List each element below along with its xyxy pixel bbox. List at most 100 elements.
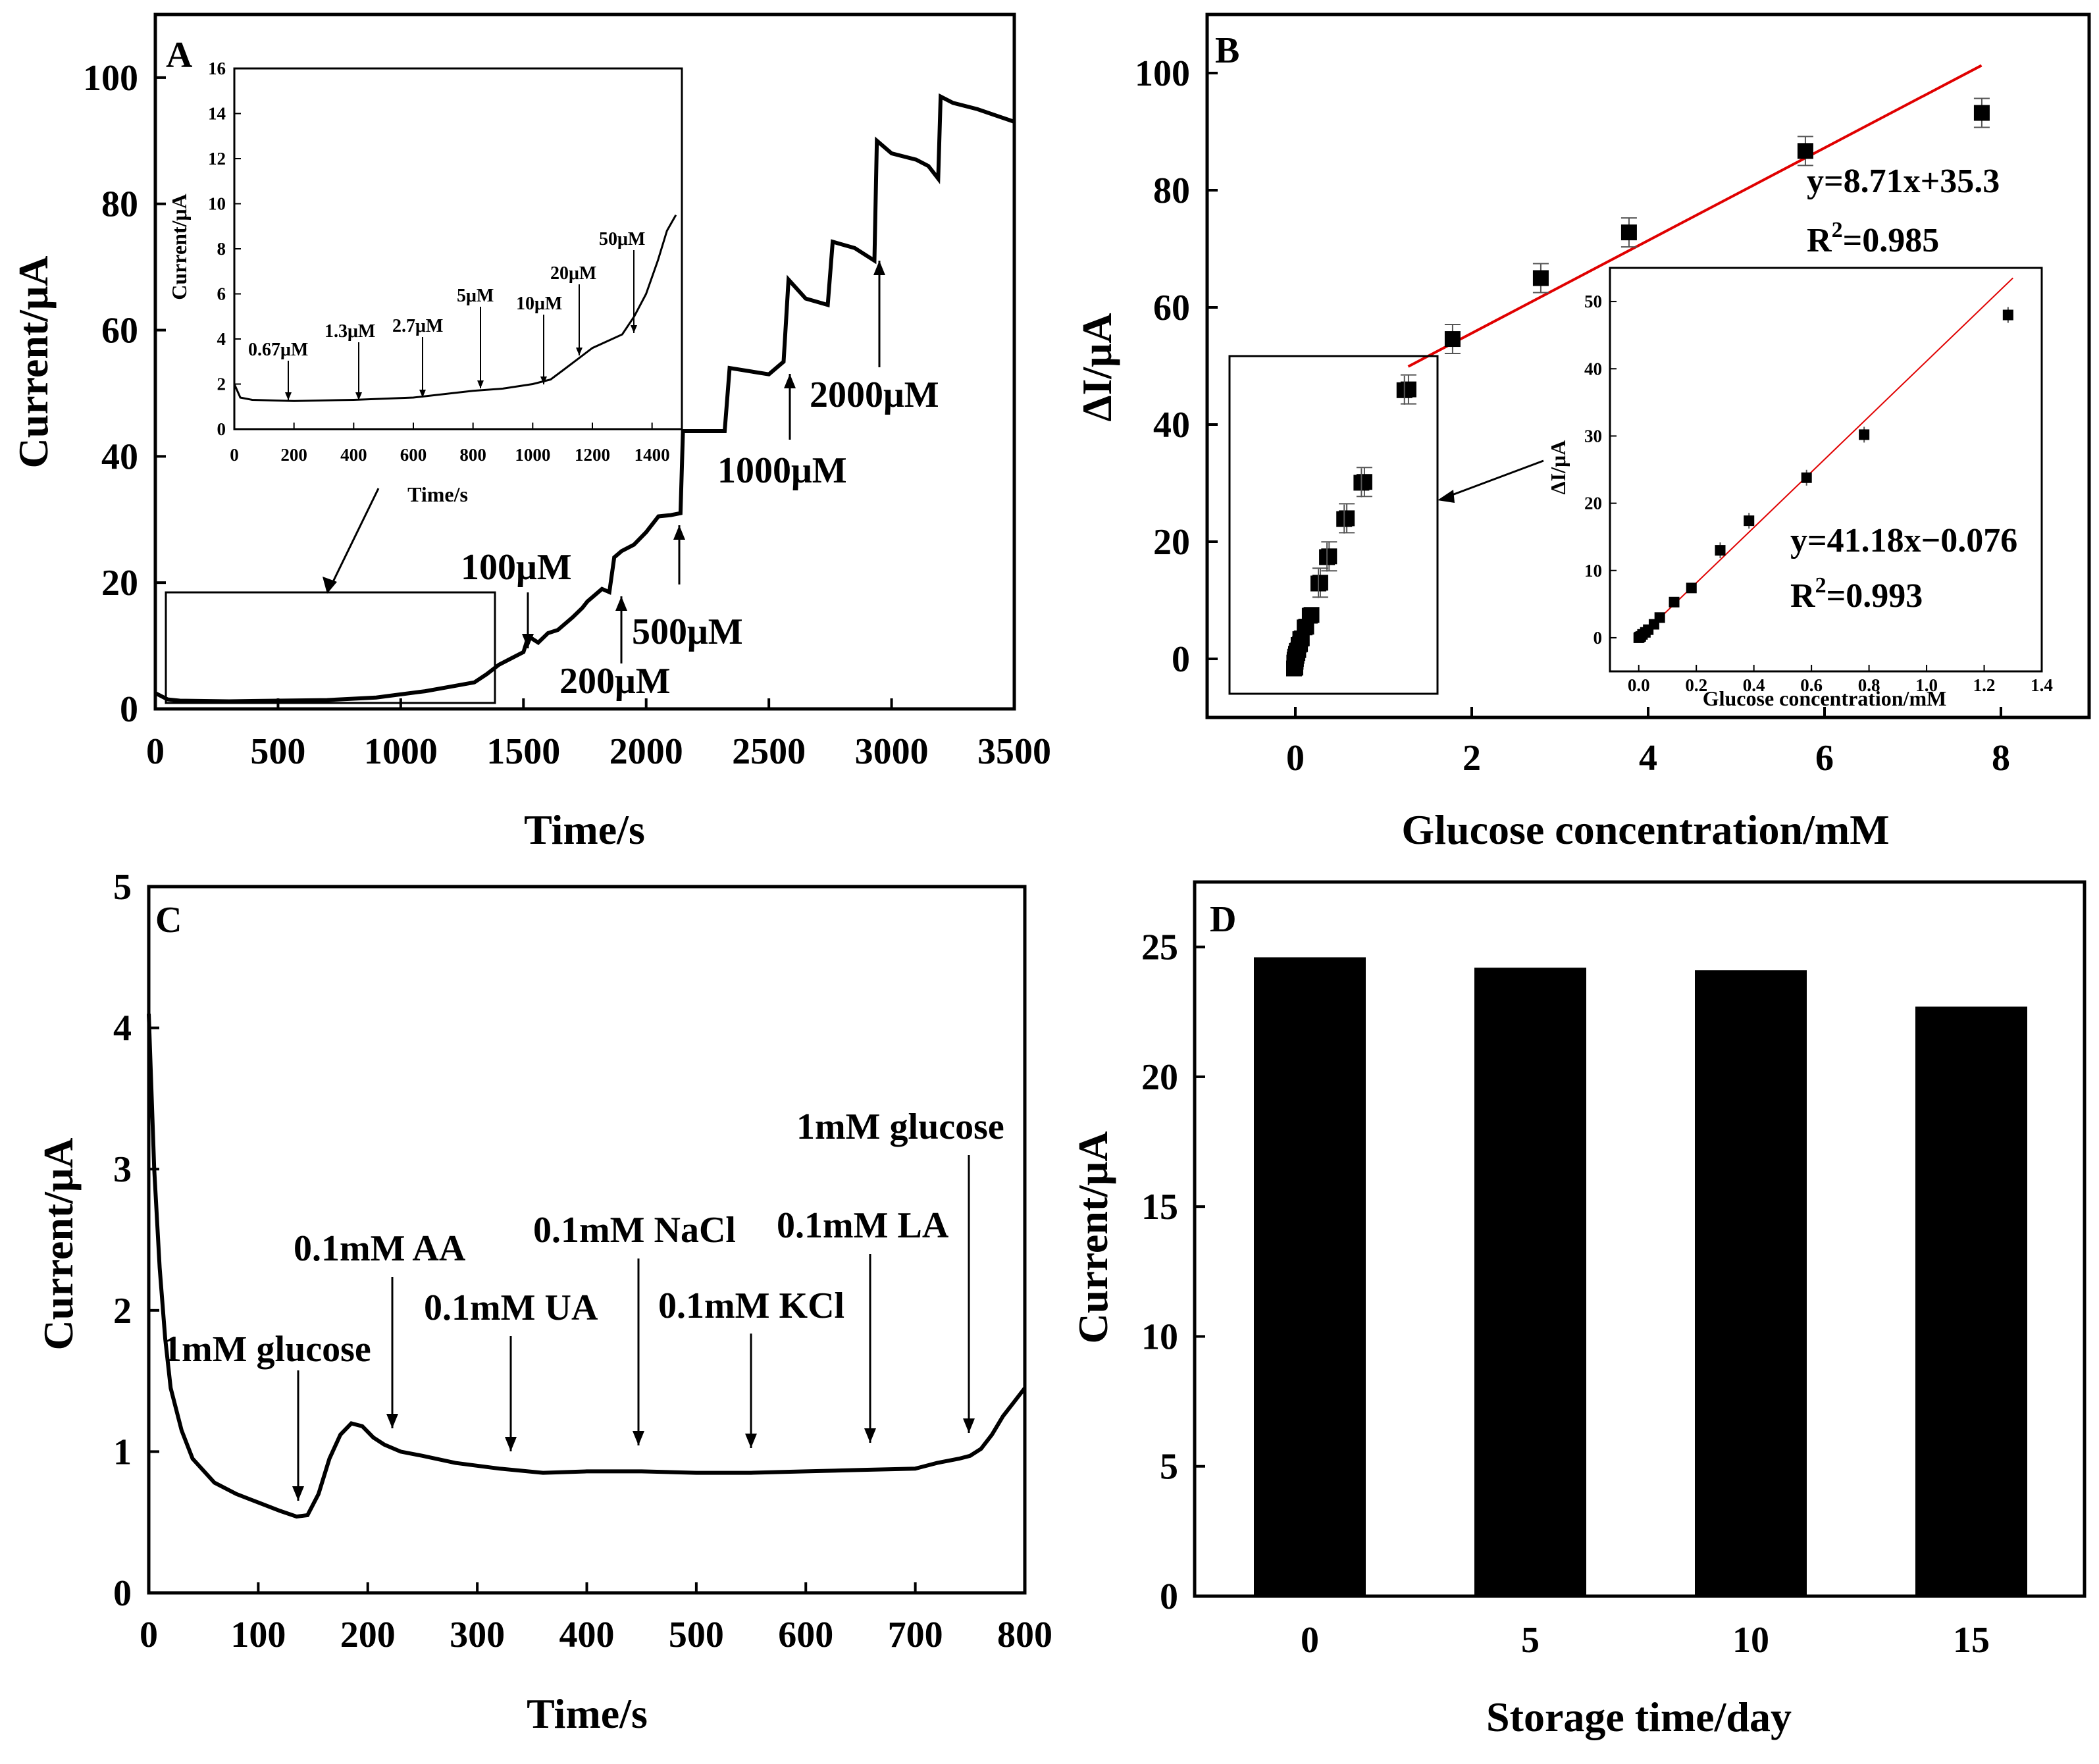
panel-c-y-tick-label: 0 xyxy=(113,1573,132,1614)
panel-b-label: B xyxy=(1215,30,1239,71)
panel-b-data-point xyxy=(1532,270,1549,286)
panel-a-zoom-box xyxy=(165,591,496,704)
panel-c-label: C xyxy=(155,900,182,941)
panel-b-inset-data-point xyxy=(1715,545,1726,556)
panel-b-y-tick-label: 0 xyxy=(1172,639,1190,680)
panel-c-y-tick-label: 4 xyxy=(113,1008,132,1049)
panel-c-annotation: 1mM glucose xyxy=(163,1329,371,1370)
panel-a-y-tick-label: 60 xyxy=(101,311,138,351)
panel-d: D 0 5 10 15 20 25 0 5 10 15 Current/μA Storage t… xyxy=(1070,880,2086,1740)
panel-b-zoom-box xyxy=(1228,355,1439,695)
panel-a-annotation-arrowhead xyxy=(873,261,885,275)
panel-a-x-tick-label: 3000 xyxy=(855,731,929,772)
panel-b-inset-x-tick-label: 0.0 xyxy=(1628,675,1650,695)
panel-b-r2: R2=0.985 xyxy=(1807,218,1939,259)
panel-c-x-tick-label: 600 xyxy=(778,1615,833,1655)
panel-c-annotation: 1mM glucose xyxy=(796,1106,1004,1147)
panel-c-annotation-arrowhead xyxy=(864,1428,876,1443)
panel-b-data-point xyxy=(1444,331,1461,348)
panel-a-inset-y-tick-label: 14 xyxy=(208,104,226,124)
panel-a-inset-x-tick-label: 400 xyxy=(340,445,367,465)
panel-b-data-point xyxy=(1973,105,1990,121)
panel-a-inset-y-tick-label: 8 xyxy=(217,239,226,259)
panel-a-inset-y-tick-label: 6 xyxy=(217,284,226,304)
panel-b-inset-y-tick-label: 30 xyxy=(1584,426,1602,446)
panel-b-r2-label: R xyxy=(1807,222,1832,259)
panel-a-series-line xyxy=(154,93,1015,704)
panel-a-inset-annotation-arrowhead xyxy=(285,392,292,400)
panel-b-inset-y-tick-label: 20 xyxy=(1584,494,1602,513)
panel-d-bar xyxy=(1254,957,1366,1596)
panel-a-inset-y-tick-label: 0 xyxy=(217,419,226,439)
panel-a-annotation-arrowhead xyxy=(673,525,685,540)
panel-a-inset-series-line xyxy=(233,214,677,402)
panel-b-inset-data-point xyxy=(1801,472,1812,483)
panel-d-frame xyxy=(1193,880,2086,1598)
panel-a-inset-annotation-arrowhead xyxy=(477,380,484,388)
panel-a-y-tick-label: 100 xyxy=(83,58,138,99)
panel-a-inset-x-title: Time/s xyxy=(407,482,468,506)
panel-a-annotation: 1000μM xyxy=(717,450,847,491)
panel-c-annotation: 0.1mM AA xyxy=(294,1228,466,1269)
panel-a-inset-x-tick-label: 200 xyxy=(280,445,307,465)
panel-c-annotation-arrowhead xyxy=(386,1414,398,1428)
panel-c-series-line xyxy=(147,1013,1027,1519)
panel-d-y-tick-label: 25 xyxy=(1141,927,1178,968)
panel-a-inset-annotation: 1.3μM xyxy=(324,321,375,342)
panel-b-y-tick-label: 80 xyxy=(1153,170,1190,211)
panel-a-inset-x-tick-label: 600 xyxy=(400,445,427,465)
panel-b-y-tick-label: 40 xyxy=(1153,405,1190,446)
panel-a-inset-annotation: 2.7μM xyxy=(392,316,443,336)
panel-a-inset-annotation-arrowhead xyxy=(576,348,583,355)
panel-d-x-tick-label: 10 xyxy=(1732,1620,1769,1661)
panel-c-x-axis-title: Time/s xyxy=(527,1690,648,1737)
panel-d-bar xyxy=(1474,968,1586,1596)
panel-a-label: A xyxy=(166,35,193,76)
panel-a-inset-frame xyxy=(233,67,683,430)
panel-a-y-axis-title: Current/μA xyxy=(10,255,57,468)
panel-c-y-tick-label: 2 xyxy=(113,1291,132,1332)
panel-a-frame xyxy=(153,13,1016,711)
panel-b-inset-y-tick-label: 40 xyxy=(1584,359,1602,378)
panel-a-inset-annotation: 50μM xyxy=(599,229,645,249)
panel-d-bar xyxy=(1695,970,1807,1596)
panel-b-x-tick-label: 2 xyxy=(1463,738,1481,779)
panel-c-annotation: 0.1mM NaCl xyxy=(533,1210,736,1251)
panel-b-inset-x-tick-label: 0.4 xyxy=(1743,675,1765,695)
panel-a-y-tick-label: 40 xyxy=(101,436,138,477)
panel-b-x-axis-title: Glucose concentration/mM xyxy=(1401,806,1889,853)
panel-a-inset-y-tick-label: 16 xyxy=(208,59,226,78)
panel-c-annotation: 0.1mM LA xyxy=(777,1205,949,1246)
panel-a-y-tick-label: 80 xyxy=(101,184,138,225)
panel-c-x-tick-label: 500 xyxy=(669,1615,724,1655)
panel-c-x-tick-label: 100 xyxy=(230,1615,286,1655)
panel-d-y-tick-label: 0 xyxy=(1160,1576,1178,1617)
panel-a-inset-x-tick-label: 1200 xyxy=(575,445,610,465)
panel-b-inset-x-tick-label: 1.4 xyxy=(2031,675,2053,695)
panel-c-y-axis-title: Current/μA xyxy=(35,1137,82,1350)
panel-b-y-axis-title: ΔI/μA xyxy=(1074,313,1120,421)
panel-c-annotation-arrowhead xyxy=(745,1434,757,1448)
panel-a-annotation-arrowhead xyxy=(615,596,627,611)
panel-b-inset-x-tick-label: 0.2 xyxy=(1685,675,1707,695)
panel-a-inset-y-tick-label: 10 xyxy=(208,194,226,214)
panel-b-zoom-arrow xyxy=(1438,459,1544,503)
panel-b-y-tick-label: 100 xyxy=(1135,53,1190,94)
panel-a-x-tick-label: 2000 xyxy=(609,731,683,772)
panel-d-y-axis-title: Current/μA xyxy=(1070,1131,1116,1343)
panel-a-annotation: 100μM xyxy=(461,547,572,588)
panel-c: C 0 1 2 3 4 5 0 100 200 300 400 500 600 700 800 Curre… xyxy=(35,867,1052,1737)
panel-b-data-point xyxy=(1797,143,1813,159)
panel-a-annotation-arrowhead xyxy=(522,634,534,648)
panel-d-y-tick-label: 10 xyxy=(1141,1316,1178,1357)
panel-c-annotation-arrowhead xyxy=(292,1486,304,1501)
panel-b-inset-y-tick-label: 10 xyxy=(1584,561,1602,581)
panel-a-inset-x-tick-label: 1000 xyxy=(515,445,550,465)
panel-a-inset-y-title: Current/μA xyxy=(167,194,191,300)
panel-a-inset-x-tick-label: 800 xyxy=(459,445,486,465)
panel-d-y-tick-label: 15 xyxy=(1141,1187,1178,1228)
panel-c-x-tick-label: 700 xyxy=(888,1615,943,1655)
